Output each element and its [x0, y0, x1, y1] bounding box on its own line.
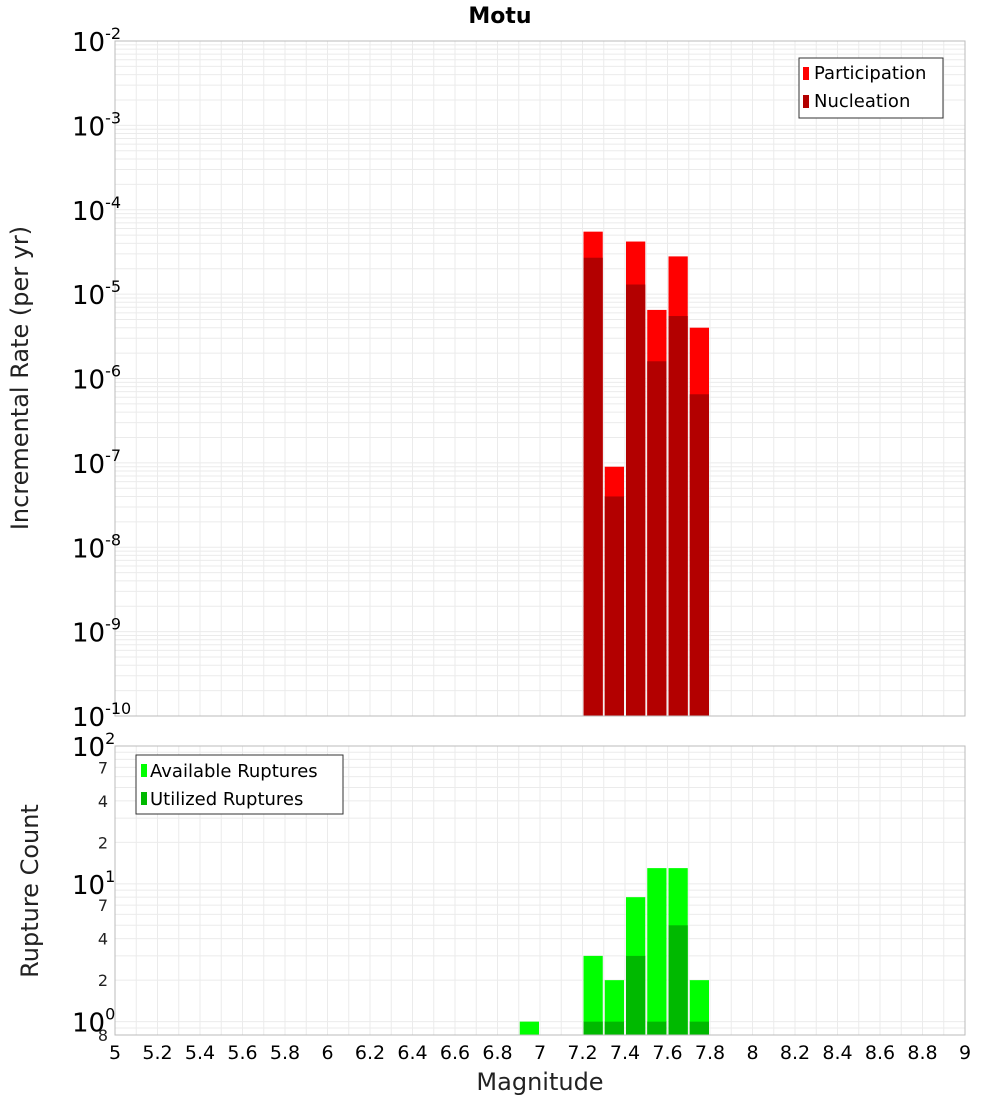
count-utilized-ruptures-bar	[583, 1021, 603, 1035]
rate-y-tick-label: 10-6	[72, 362, 121, 396]
x-tick-label: 9	[959, 1042, 971, 1064]
count-available-ruptures-bar	[583, 955, 603, 1035]
chart-title: Motu	[468, 4, 531, 29]
rate-y-tick-label: 10-7	[72, 446, 121, 480]
count-y-tick-label: 7	[98, 896, 108, 915]
x-tick-label: 6.4	[397, 1042, 427, 1064]
x-tick-label: 7.6	[652, 1042, 682, 1064]
count-y-tick-label: 4	[98, 792, 108, 811]
utilized-legend-label: Utilized Ruptures	[150, 789, 303, 810]
count-utilized-ruptures-bar	[604, 1021, 624, 1035]
x-tick-labels: 5 5.2 5.4 5.6 5.8 6 6.2 6.4 6.6 6.8 7 7.2 7.4 7.6 7.8 8…	[109, 1042, 971, 1064]
count-available-ruptures-bar	[689, 980, 709, 1035]
count-bars	[519, 868, 709, 1035]
count-plot-border	[114, 745, 966, 1036]
x-tick-label: 5.6	[227, 1042, 257, 1064]
x-tick-label: 8.8	[907, 1042, 937, 1064]
x-tick-label: 5.2	[142, 1042, 172, 1064]
count-y-tick-label: 100	[72, 1005, 115, 1039]
count-y-tick-label: 102	[72, 729, 115, 763]
x-tick-label: 7	[534, 1042, 546, 1064]
nucleation-legend-swatch	[803, 95, 809, 108]
rate-y-tick-label: 10-9	[72, 615, 121, 649]
rate-nucleation-bar	[626, 284, 646, 716]
x-tick-label: 6	[321, 1042, 333, 1064]
rate-plot-border	[114, 40, 966, 717]
rate-nucleation-bar	[583, 257, 603, 716]
rate-nucleation-bar	[604, 496, 624, 716]
x-tick-label: 8.6	[865, 1042, 895, 1064]
count-y-tick-label: 7	[98, 758, 108, 777]
count-y-axis-label: Rupture Count	[16, 804, 44, 978]
count-y-tick-label: 4	[98, 930, 108, 949]
nucleation-legend-label: Nucleation	[814, 91, 910, 112]
x-tick-label: 6.8	[482, 1042, 512, 1064]
rate-y-tick-label: 10-5	[72, 277, 121, 311]
rate-plot-panel: 10-2 10-3 10-4 10-5 10-6 10-7 10-8 10-9 10-10 In…	[6, 24, 966, 733]
count-utilized-ruptures-bar	[668, 925, 688, 1035]
rate-y-tick-labels: 10-2 10-3 10-4 10-5 10-6 10-7 10-8 10-9 10-10	[72, 24, 131, 733]
rate-y-tick-label: 10-8	[72, 530, 121, 564]
x-tick-label: 8	[746, 1042, 758, 1064]
x-axis-label: Magnitude	[476, 1068, 603, 1096]
rate-gridlines	[114, 41, 966, 717]
count-available-ruptures-bar	[519, 1021, 539, 1035]
rate-nucleation-bar	[668, 316, 688, 716]
x-tick-label: 5.4	[185, 1042, 215, 1064]
rate-y-axis-label: Incremental Rate (per yr)	[6, 226, 34, 530]
x-tick-label: 6.6	[440, 1042, 470, 1064]
count-y-tick-label: 101	[72, 867, 115, 901]
rate-legend-box	[798, 57, 944, 119]
count-legend-box	[135, 754, 344, 815]
rate-y-tick-label: 10-4	[72, 193, 121, 227]
rate-nucleation-bar	[647, 361, 667, 716]
rate-y-tick-label: 10-2	[72, 24, 121, 58]
count-legend: Available Ruptures Utilized Ruptures	[135, 754, 344, 815]
x-tick-label: 8.4	[822, 1042, 852, 1064]
x-tick-label: 8.2	[780, 1042, 810, 1064]
rate-legend: Participation Nucleation	[798, 57, 944, 119]
x-tick-label: 5	[109, 1042, 121, 1064]
available-legend-swatch	[141, 764, 147, 777]
rate-y-tick-label: 10-3	[72, 108, 121, 142]
count-utilized-ruptures-bar	[647, 1021, 667, 1035]
participation-legend-label: Participation	[814, 63, 926, 84]
count-y-tick-label: 8	[98, 1026, 108, 1045]
count-y-tick-label: 2	[98, 833, 108, 852]
x-tick-label: 7.2	[567, 1042, 597, 1064]
rate-y-tick-label: 10-10	[72, 699, 131, 733]
count-y-tick-label: 2	[98, 971, 108, 990]
count-available-ruptures-bar	[647, 868, 667, 1035]
x-tick-label: 5.8	[270, 1042, 300, 1064]
count-utilized-ruptures-bar	[689, 1021, 709, 1035]
x-tick-label: 6.2	[355, 1042, 385, 1064]
available-legend-label: Available Ruptures	[150, 761, 318, 782]
rate-bars	[583, 231, 709, 717]
x-tick-label: 7.4	[610, 1042, 640, 1064]
count-utilized-ruptures-bar	[626, 955, 646, 1035]
x-tick-label: 7.8	[695, 1042, 725, 1064]
rate-nucleation-bar	[689, 394, 709, 716]
utilized-legend-swatch	[141, 792, 147, 805]
count-available-ruptures-bar	[604, 980, 624, 1035]
participation-legend-swatch	[803, 67, 809, 80]
